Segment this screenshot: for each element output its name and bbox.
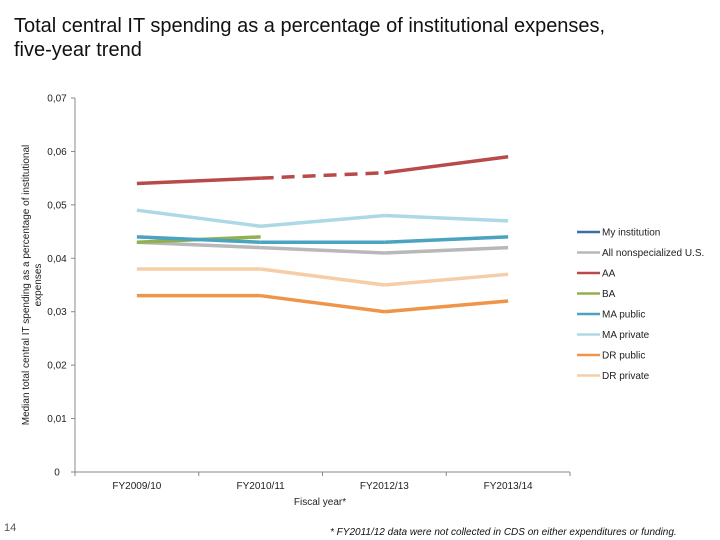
series-segment: [384, 235, 509, 245]
series-segment: [260, 245, 385, 255]
series-segment: [384, 272, 509, 287]
x-axis-label: Fiscal year*: [294, 497, 346, 508]
y-tick-label: 0,07: [47, 94, 67, 105]
legend-label: DR public: [602, 351, 645, 362]
y-tick-label: 0,02: [47, 361, 67, 372]
x-tick-label: FY2013/14: [484, 481, 533, 492]
series-segment: [136, 235, 261, 245]
y-tick-label: 0,05: [47, 200, 67, 211]
page-number: 14: [4, 522, 17, 534]
y-tick-label: 0,04: [47, 254, 67, 265]
footnote: * FY2011/12 data were not collected in C…: [330, 527, 677, 538]
series-segment: [384, 213, 509, 223]
series-segment: [384, 299, 509, 314]
x-tick-label: FY2010/11: [237, 481, 286, 492]
axes: [74, 98, 570, 473]
chart-title: Total central IT spending as a percentag…: [14, 14, 674, 62]
chart-title-line-1: Total central IT spending as a percentag…: [14, 15, 606, 37]
series-segment: [136, 208, 261, 228]
legend-label: MA public: [602, 310, 645, 321]
series-ma-public: [136, 235, 509, 245]
chart-title-line-2: five-year trend: [14, 39, 142, 61]
legend-label: MA private: [602, 330, 650, 341]
y-axis-label-line-1: Median total central IT spending as a pe…: [21, 145, 32, 426]
series-segment: [260, 213, 385, 228]
series-dr-private: [136, 267, 509, 287]
legend: My institution All nonspecialized U.S. AA B…: [577, 228, 704, 382]
series-all-nonspecialized-u-s: [136, 240, 509, 255]
series-aa: [136, 155, 509, 186]
x-axis-ticks: FY2009/10 FY2010/11 FY2012/13 FY2013/14: [74, 472, 571, 492]
legend-label: All nonspecialized U.S.: [602, 248, 704, 259]
series-segment: [260, 267, 385, 287]
y-tick-label: 0,01: [47, 414, 67, 425]
x-tick-label: FY2009/10: [112, 481, 161, 492]
legend-label: My institution: [602, 228, 660, 239]
series-dr-public: [136, 293, 509, 314]
y-tick-label: 0: [54, 468, 60, 479]
series-segment: [260, 171, 385, 180]
legend-label: DR private: [602, 371, 650, 382]
series-lines: [136, 155, 509, 314]
series-segment: [136, 240, 261, 250]
y-axis-label-line-2: expenses: [33, 264, 44, 307]
y-axis-ticks: 0 0,01 0,02 0,03 0,04 0,05 0,06 0,07: [47, 94, 75, 479]
legend-label: AA: [602, 269, 616, 280]
series-ma-private: [136, 208, 509, 228]
y-tick-label: 0,03: [47, 307, 67, 318]
series-segment: [136, 176, 261, 186]
series-segment: [384, 245, 509, 255]
x-tick-label: FY2012/13: [360, 481, 409, 492]
series-segment: [384, 155, 509, 175]
series-segment: [260, 293, 385, 314]
y-tick-label: 0,06: [47, 147, 67, 158]
legend-label: BA: [602, 289, 616, 300]
